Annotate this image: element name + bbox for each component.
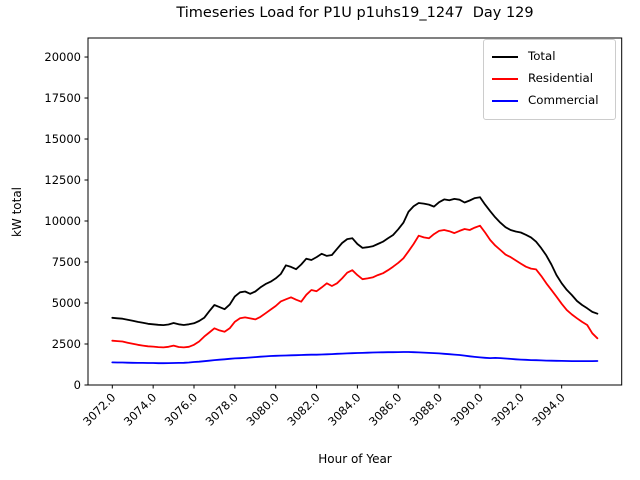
legend-item-total: Total	[492, 46, 607, 68]
x-tick-label: 3092.0	[489, 390, 527, 428]
series-line-commercial	[111, 351, 599, 365]
series-line-residential	[111, 224, 599, 349]
x-tick-label: 3088.0	[407, 390, 445, 428]
legend-item-commercial: Commercial	[492, 90, 607, 112]
x-tick-label: 3082.0	[284, 390, 322, 428]
legend-line-sample	[492, 56, 518, 58]
x-axis-label: Hour of Year	[318, 452, 392, 466]
y-tick-label: 17500	[44, 91, 81, 105]
y-tick-label: 20000	[44, 50, 81, 64]
legend-label: Total	[528, 49, 556, 64]
y-tick-label: 15000	[44, 132, 81, 146]
x-tick-label: 3078.0	[203, 390, 241, 428]
y-tick-label: 0	[74, 378, 81, 392]
x-tick-label: 3072.0	[80, 390, 118, 428]
y-tick-label: 10000	[44, 214, 81, 228]
legend-line-sample	[492, 78, 518, 80]
legend-line-sample	[492, 100, 518, 102]
x-tick-label: 3094.0	[529, 390, 567, 428]
x-tick-label: 3080.0	[243, 390, 281, 428]
y-axis-label: kW total	[10, 186, 24, 238]
x-tick-label: 3076.0	[162, 390, 200, 428]
y-tick-label: 5000	[52, 296, 81, 310]
legend: Total Residential Commercial	[483, 39, 616, 120]
y-tick-label: 2500	[52, 337, 81, 351]
chart-title: Timeseries Load for P1U p1uhs19_1247 Day…	[176, 5, 534, 21]
x-tick-label: 3084.0	[325, 390, 363, 428]
legend-label: Commercial	[528, 93, 599, 108]
y-tick-label: 7500	[52, 255, 81, 269]
axes-box	[87, 37, 623, 386]
series-line-total	[111, 196, 599, 327]
x-tick-label: 3074.0	[121, 390, 159, 428]
legend-label: Residential	[528, 71, 593, 86]
x-tick-label: 3090.0	[448, 390, 486, 428]
legend-item-residential: Residential	[492, 68, 607, 90]
x-tick-label: 3086.0	[366, 390, 404, 428]
y-tick-label: 12500	[44, 173, 81, 187]
